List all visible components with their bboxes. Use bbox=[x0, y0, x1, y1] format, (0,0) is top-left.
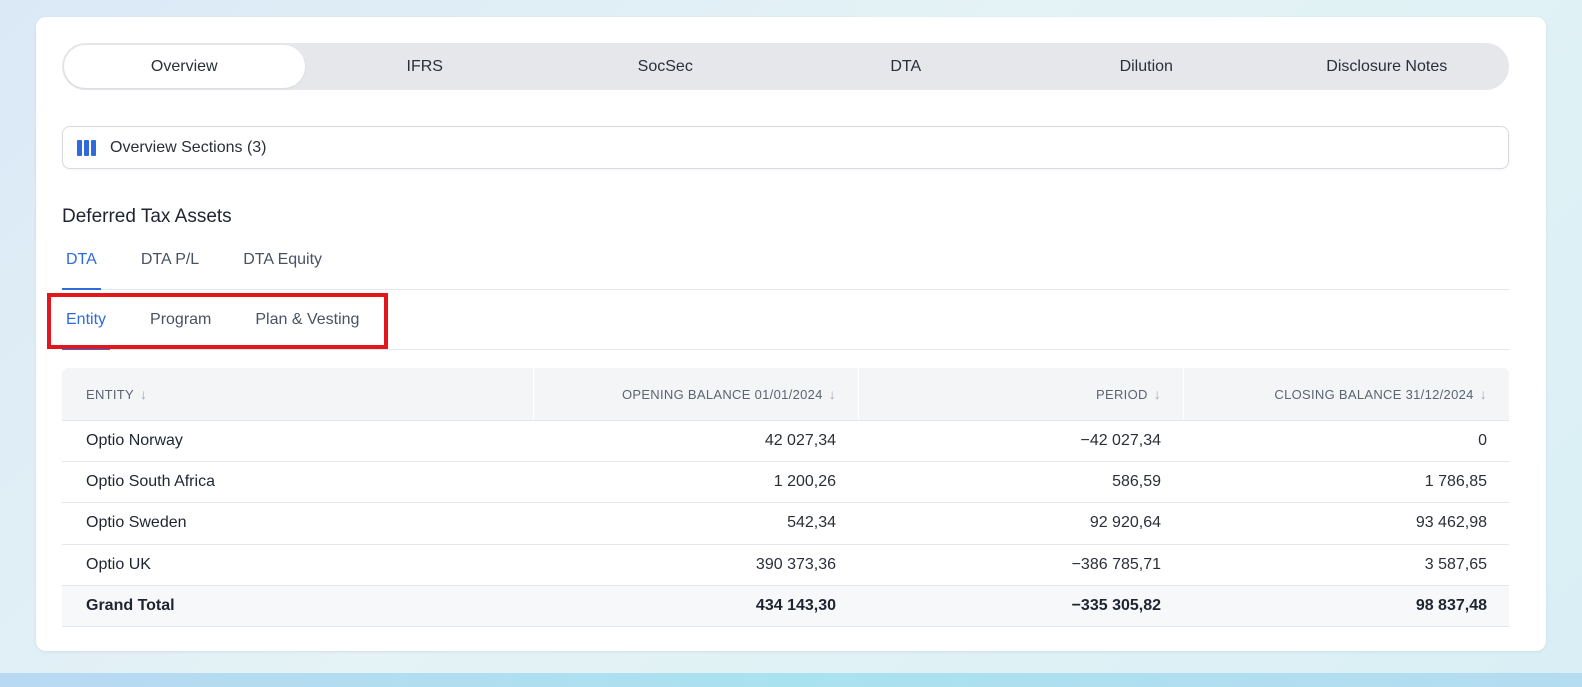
arrow-down-icon: ↓ bbox=[828, 386, 836, 402]
cell-period: −386 785,71 bbox=[1071, 555, 1161, 573]
tab-dta[interactable]: DTA bbox=[890, 57, 922, 75]
cell-closing-balance: 1 786,85 bbox=[1424, 473, 1487, 491]
tab-program[interactable]: Program bbox=[150, 311, 212, 328]
tab-plan-vesting[interactable]: Plan & Vesting bbox=[255, 311, 360, 328]
cell-closing-balance: 93 462,98 bbox=[1415, 514, 1487, 532]
cell-period: 92 920,64 bbox=[1089, 514, 1161, 532]
group-by-tab-bar: Entity Program Plan & Vesting bbox=[62, 307, 1509, 350]
arrow-down-icon: ↓ bbox=[1479, 386, 1487, 402]
overview-sections-button[interactable]: Overview Sections (3) bbox=[62, 126, 1509, 169]
cell-opening-balance: 1 200,26 bbox=[773, 473, 836, 491]
cell-closing-balance: 3 587,65 bbox=[1424, 555, 1487, 573]
tab-socsec[interactable]: SocSec bbox=[637, 57, 693, 75]
cell-entity: Optio Sweden bbox=[86, 514, 187, 532]
table-total-row: Grand Total 434 143,30 −335 305,82 98 83… bbox=[62, 585, 1509, 627]
tab-dta-pl[interactable]: DTA P/L bbox=[140, 251, 200, 268]
tab-ifrs[interactable]: IFRS bbox=[406, 57, 443, 75]
cell-opening-balance: 542,34 bbox=[787, 514, 836, 532]
top-tab-bar: Overview IFRS SocSec DTA Dilution Disclo… bbox=[62, 43, 1509, 90]
table-row: Optio South Africa 1 200,26 586,59 1 786… bbox=[62, 462, 1509, 504]
table-row: Optio Norway 42 027,34 −42 027,34 0 bbox=[62, 421, 1509, 463]
tab-overview[interactable]: Overview bbox=[64, 45, 305, 88]
columns-icon bbox=[77, 139, 96, 156]
column-header-entity[interactable]: ENTITY ↓ bbox=[86, 386, 148, 402]
column-header-closing-balance[interactable]: CLOSING BALANCE 31/12/2024 ↓ bbox=[1183, 368, 1509, 420]
arrow-down-icon: ↓ bbox=[140, 386, 148, 402]
cell-entity: Optio UK bbox=[86, 555, 151, 573]
cell-total-label: Grand Total bbox=[86, 596, 175, 614]
cell-entity: Optio South Africa bbox=[86, 473, 215, 491]
column-header-opening-balance[interactable]: OPENING BALANCE 01/01/2024 ↓ bbox=[533, 368, 858, 420]
tab-disclosure-notes[interactable]: Disclosure Notes bbox=[1326, 57, 1448, 75]
cell-entity: Optio Norway bbox=[86, 432, 183, 450]
cell-period: −42 027,34 bbox=[1080, 432, 1161, 450]
column-header-period[interactable]: PERIOD ↓ bbox=[858, 368, 1183, 420]
overview-sections-label: Overview Sections (3) bbox=[110, 138, 267, 156]
background-glow bbox=[0, 673, 1582, 687]
table-header: ENTITY ↓ OPENING BALANCE 01/01/2024 ↓ PERI… bbox=[62, 368, 1509, 421]
table-row: Optio UK 390 373,36 −386 785,71 3 587,65 bbox=[62, 545, 1509, 586]
table-row: Optio Sweden 542,34 92 920,64 93 462,98 bbox=[62, 503, 1509, 545]
cell-total-period: −335 305,82 bbox=[1071, 596, 1161, 614]
section-title: Deferred Tax Assets bbox=[62, 206, 232, 227]
arrow-down-icon: ↓ bbox=[1153, 386, 1161, 402]
cell-total-opening-balance: 434 143,30 bbox=[755, 596, 836, 614]
cell-opening-balance: 42 027,34 bbox=[764, 432, 836, 450]
tab-dta-sub[interactable]: DTA bbox=[62, 247, 101, 290]
tab-dta-equity[interactable]: DTA Equity bbox=[243, 251, 323, 268]
content-card: Overview IFRS SocSec DTA Dilution Disclo… bbox=[36, 17, 1546, 651]
cell-total-closing-balance: 98 837,48 bbox=[1415, 596, 1487, 614]
cell-closing-balance: 0 bbox=[1478, 432, 1487, 450]
dta-tab-bar: DTA DTA P/L DTA Equity bbox=[62, 247, 1509, 290]
cell-period: 586,59 bbox=[1112, 473, 1161, 491]
cell-opening-balance: 390 373,36 bbox=[755, 555, 836, 573]
dta-table: ENTITY ↓ OPENING BALANCE 01/01/2024 ↓ PERI… bbox=[62, 368, 1509, 627]
tab-dilution[interactable]: Dilution bbox=[1119, 57, 1173, 75]
tab-entity[interactable]: Entity bbox=[62, 307, 111, 350]
